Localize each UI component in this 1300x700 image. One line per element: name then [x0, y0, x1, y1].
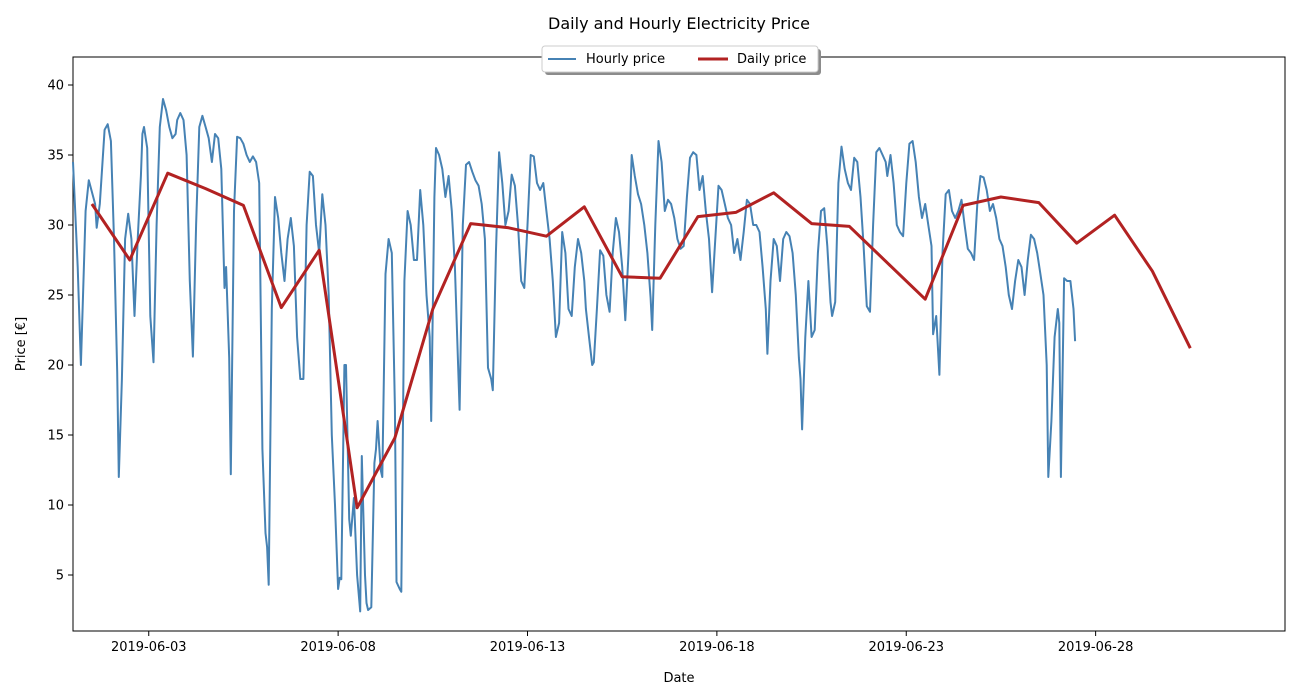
series-layer	[72, 98, 1192, 613]
legend-label-hourly: Hourly price	[586, 52, 665, 67]
y-tick-label: 10	[47, 499, 64, 514]
x-axis: 2019-06-03 2019-06-08 2019-06-13 2019-06-18…	[111, 631, 1133, 655]
x-tick-label: 2019-06-03	[111, 640, 187, 655]
y-tick-label: 30	[47, 219, 64, 234]
chart-title: Daily and Hourly Electricity Price	[548, 14, 810, 33]
legend-label-daily: Daily price	[737, 52, 806, 67]
x-tick-label: 2019-06-08	[300, 640, 376, 655]
hourly-price-line	[72, 98, 1077, 613]
x-tick-label: 2019-06-18	[679, 640, 755, 655]
plot-area	[72, 56, 1286, 632]
legend: Hourly price Daily price	[541, 45, 821, 75]
y-axis: 5 10 15 20 25 30 35 40	[47, 79, 73, 584]
y-axis-label: Price [€]	[14, 317, 29, 371]
y-tick-label: 20	[47, 359, 64, 374]
x-tick-label: 2019-06-23	[868, 640, 944, 655]
y-tick-label: 5	[56, 569, 64, 584]
y-tick-label: 35	[47, 149, 64, 164]
y-tick-label: 15	[47, 429, 64, 444]
daily-price-line	[90, 171, 1192, 510]
x-tick-label: 2019-06-13	[490, 640, 566, 655]
y-tick-label: 25	[47, 289, 64, 304]
x-tick-label: 2019-06-28	[1058, 640, 1134, 655]
legend-box	[541, 45, 819, 73]
y-tick-label: 40	[47, 79, 64, 94]
x-axis-label: Date	[663, 671, 694, 686]
